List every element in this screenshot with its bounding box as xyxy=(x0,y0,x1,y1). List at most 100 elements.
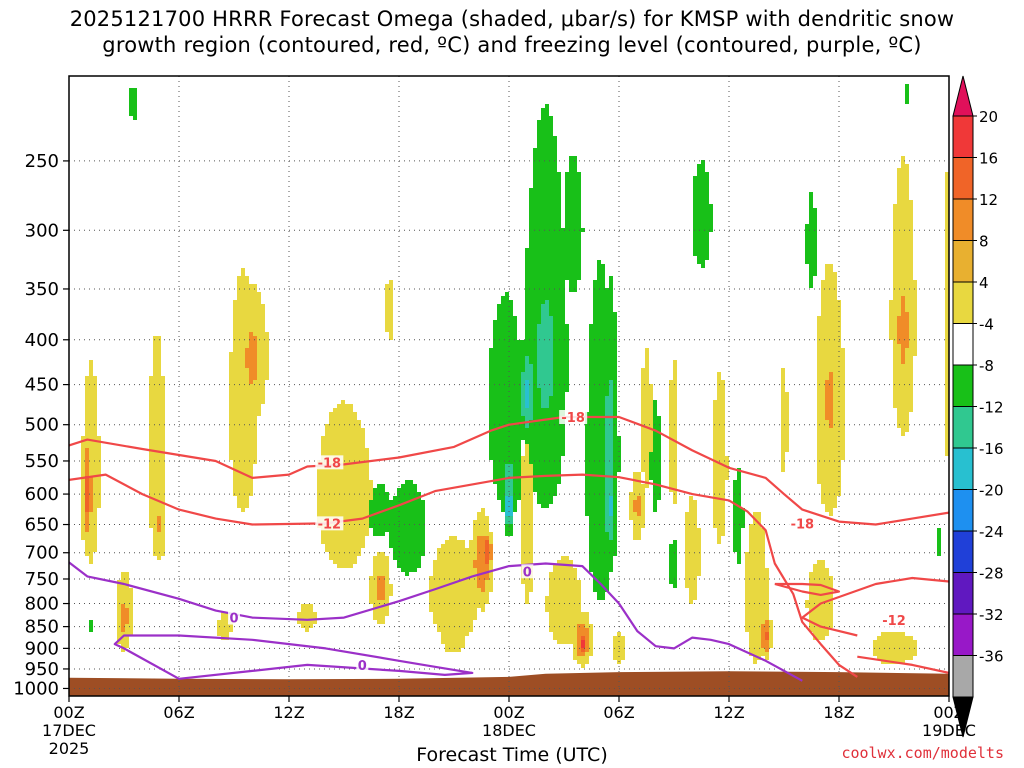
omega-cell xyxy=(721,428,725,432)
omega-cell xyxy=(93,420,97,424)
omega-cell xyxy=(605,504,609,508)
omega-cell xyxy=(809,264,813,268)
omega-cell xyxy=(781,468,785,472)
omega-cell xyxy=(85,408,89,412)
omega-cell xyxy=(601,284,605,288)
omega-cell xyxy=(545,296,549,300)
omega-cell xyxy=(701,172,705,176)
omega-cell xyxy=(353,428,357,432)
omega-cell xyxy=(693,520,697,524)
omega-cell xyxy=(153,408,157,412)
omega-cell xyxy=(529,440,533,444)
omega-cell xyxy=(657,480,661,484)
omega-cell xyxy=(489,372,493,376)
omega-cell xyxy=(505,392,509,396)
omega-cell xyxy=(497,432,501,436)
omega-cell xyxy=(525,364,529,368)
omega-cell xyxy=(329,496,333,500)
omega-cell xyxy=(893,316,897,320)
omega-cell xyxy=(337,496,341,500)
omega-cell xyxy=(237,424,241,428)
omega-cell xyxy=(357,528,361,532)
omega-cell xyxy=(593,444,597,448)
omega-cell xyxy=(229,392,233,396)
omega-cell xyxy=(549,400,553,404)
omega-cell xyxy=(897,404,901,408)
omega-cell xyxy=(249,412,253,416)
omega-cell xyxy=(597,436,601,440)
omega-cell xyxy=(613,456,617,460)
omega-cell xyxy=(317,500,321,504)
omega-cell xyxy=(897,304,901,308)
omega-cell xyxy=(369,508,373,512)
omega-cell xyxy=(249,488,253,492)
omega-cell xyxy=(549,380,553,384)
omega-cell xyxy=(541,276,545,280)
omega-cell xyxy=(833,428,837,432)
omega-cell xyxy=(649,420,653,424)
omega-cell xyxy=(237,400,241,404)
omega-cell xyxy=(721,500,725,504)
omega-cell xyxy=(257,412,261,416)
omega-cell xyxy=(829,352,833,356)
omega-cell xyxy=(613,344,617,348)
omega-cell xyxy=(553,136,557,140)
omega-cell xyxy=(85,508,89,512)
omega-cell xyxy=(357,480,361,484)
omega-cell xyxy=(893,256,897,260)
omega-cell xyxy=(945,232,949,236)
omega-cell xyxy=(337,432,341,436)
omega-cell xyxy=(701,216,705,220)
omega-cell xyxy=(573,188,577,192)
omega-cell xyxy=(569,220,573,224)
omega-cell xyxy=(541,284,545,288)
omega-cell xyxy=(533,284,537,288)
omega-cell xyxy=(349,516,353,520)
omega-cell xyxy=(253,336,257,340)
omega-cell xyxy=(341,508,345,512)
omega-cell xyxy=(741,516,745,520)
omega-cell xyxy=(897,264,901,268)
omega-cell xyxy=(341,436,345,440)
omega-cell xyxy=(717,408,721,412)
omega-cell xyxy=(233,440,237,444)
omega-cell xyxy=(757,512,761,516)
omega-cell xyxy=(513,412,517,416)
omega-cell xyxy=(605,428,609,432)
omega-cell xyxy=(505,292,509,296)
omega-cell xyxy=(561,364,565,368)
omega-cell xyxy=(153,488,157,492)
omega-cell xyxy=(817,340,821,344)
omega-cell xyxy=(553,180,557,184)
omega-cell xyxy=(905,308,909,312)
omega-cell xyxy=(829,468,833,472)
omega-cell xyxy=(605,288,609,292)
omega-cell xyxy=(541,316,545,320)
omega-cell xyxy=(541,304,545,308)
omega-cell xyxy=(397,512,401,516)
omega-cell xyxy=(405,536,409,540)
omega-cell xyxy=(549,232,553,236)
omega-cell xyxy=(901,172,905,176)
omega-cell xyxy=(613,484,617,488)
omega-cell xyxy=(453,552,457,556)
omega-cell xyxy=(525,392,529,396)
omega-cell xyxy=(737,512,741,516)
omega-cell xyxy=(253,456,257,460)
omega-cell xyxy=(833,316,837,320)
omega-cell xyxy=(89,528,93,532)
omega-cell xyxy=(905,164,909,168)
omega-cell xyxy=(245,276,249,280)
omega-cell xyxy=(473,548,477,552)
omega-cell xyxy=(829,280,833,284)
omega-cell xyxy=(493,320,497,324)
omega-cell xyxy=(349,432,353,436)
omega-cell xyxy=(833,496,837,500)
omega-cell xyxy=(825,296,829,300)
omega-cell xyxy=(477,544,481,548)
omega-cell xyxy=(893,400,897,404)
omega-cell xyxy=(253,296,257,300)
omega-cell xyxy=(901,188,905,192)
omega-cell xyxy=(669,396,673,400)
omega-cell xyxy=(533,432,537,436)
